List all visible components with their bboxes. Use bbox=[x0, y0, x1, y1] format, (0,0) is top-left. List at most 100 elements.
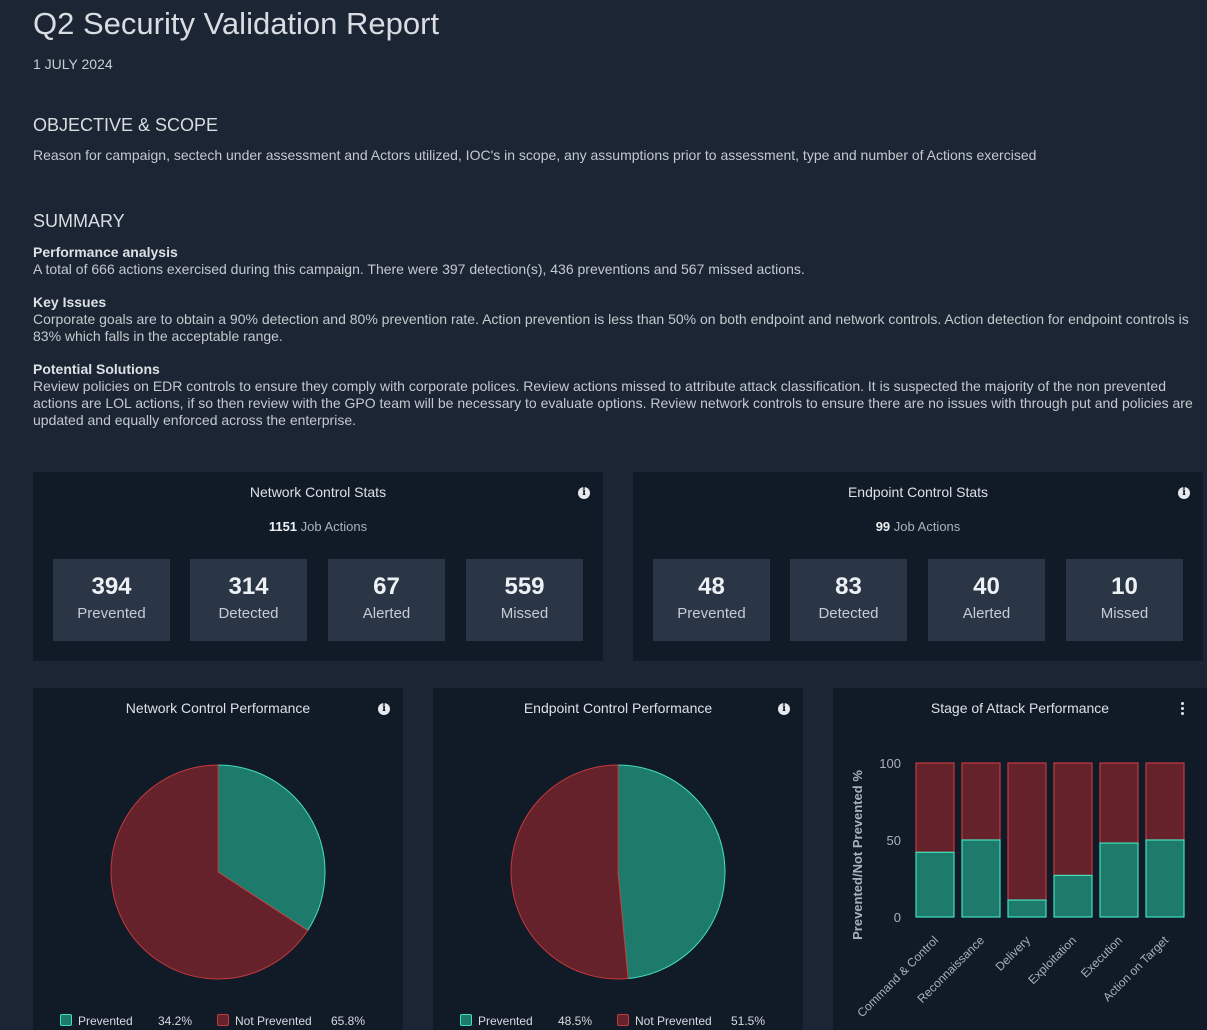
y-axis-label: Prevented/Not Prevented % bbox=[850, 770, 865, 940]
legend-label: Not Prevented bbox=[235, 1014, 312, 1028]
performance-analysis-title: Performance analysis bbox=[33, 244, 178, 260]
endpoint-job-count: 99 bbox=[875, 519, 891, 534]
stat-value: 394 bbox=[91, 573, 132, 600]
stat-value: 83 bbox=[835, 573, 862, 600]
endpoint-stat-alerted: 40 Alerted bbox=[928, 559, 1045, 641]
legend-item-not-prevented[interactable]: Not Prevented 51.5% bbox=[617, 1014, 765, 1028]
objective-heading: OBJECTIVE & SCOPE bbox=[33, 115, 219, 135]
legend-item-prevented[interactable]: Prevented 34.2% bbox=[60, 1014, 217, 1028]
bar-prevented[interactable] bbox=[1145, 839, 1185, 918]
stage-bar-chart: 0 50 100 Prevented/Not Prevented %Command &… bbox=[850, 756, 1185, 1020]
legend-pct: 51.5% bbox=[731, 1014, 766, 1028]
bar-prevented[interactable] bbox=[1099, 842, 1139, 918]
stat-label: Alerted bbox=[362, 605, 411, 622]
info-icon[interactable]: i bbox=[778, 703, 790, 715]
key-issues-title: Key Issues bbox=[33, 294, 107, 310]
summary-heading: SUMMARY bbox=[33, 211, 125, 231]
x-tick-label: Exploitation bbox=[1025, 933, 1079, 987]
objective-text: Reason for campaign, sectech under asses… bbox=[33, 147, 1037, 163]
bar-not-prevented[interactable] bbox=[1145, 762, 1185, 841]
potential-solutions-text: Review policies on EDR controls to ensur… bbox=[33, 378, 1193, 428]
y-tick-label: 0 bbox=[894, 910, 901, 925]
y-tick-label: 100 bbox=[879, 756, 901, 771]
legend-pct: 48.5% bbox=[558, 1014, 593, 1028]
info-icon[interactable]: i bbox=[378, 703, 390, 715]
network-pie-chart bbox=[110, 764, 326, 980]
bar-not-prevented[interactable] bbox=[961, 762, 1001, 841]
bar-prevented[interactable] bbox=[1053, 874, 1093, 918]
bar-prevented[interactable] bbox=[961, 839, 1001, 918]
performance-analysis: Performance analysis A total of 666 acti… bbox=[33, 244, 1193, 278]
bar-prevented[interactable] bbox=[915, 851, 955, 918]
endpoint-job-label: Job Actions bbox=[893, 519, 961, 534]
legend-swatch bbox=[60, 1014, 72, 1026]
stat-value: 48 bbox=[698, 573, 725, 600]
stat-value: 10 bbox=[1111, 573, 1138, 600]
endpoint-job-actions: 99 Job Actions bbox=[633, 519, 1203, 534]
network-pie-slice-not-prevented[interactable] bbox=[110, 764, 309, 980]
network-stat-missed: 559 Missed bbox=[466, 559, 583, 641]
network-perf-title: Network Control Performance bbox=[125, 700, 311, 716]
bar-not-prevented[interactable] bbox=[1053, 762, 1093, 877]
key-issues: Key Issues Corporate goals are to obtain… bbox=[33, 294, 1193, 345]
legend-swatch bbox=[617, 1014, 629, 1026]
info-icon[interactable]: i bbox=[1178, 487, 1190, 499]
info-icon[interactable]: i bbox=[578, 487, 590, 499]
report-title: Q2 Security Validation Report bbox=[33, 6, 440, 41]
stage-perf-panel: Stage of Attack Performance 0 50 100 Preven… bbox=[833, 688, 1207, 1030]
stat-value: 314 bbox=[228, 573, 269, 600]
legend-swatch bbox=[460, 1014, 472, 1026]
legend-item-prevented[interactable]: Prevented 48.5% bbox=[460, 1014, 617, 1028]
legend-swatch bbox=[217, 1014, 229, 1026]
kebab-menu-icon[interactable] bbox=[1181, 702, 1185, 716]
potential-solutions-title: Potential Solutions bbox=[33, 361, 160, 377]
bar-prevented[interactable] bbox=[1007, 899, 1047, 918]
endpoint-pie-chart bbox=[510, 764, 726, 980]
network-job-actions: 1151 Job Actions bbox=[33, 519, 603, 534]
bar-not-prevented[interactable] bbox=[915, 762, 955, 853]
endpoint-perf-title: Endpoint Control Performance bbox=[523, 700, 713, 716]
stat-value: 40 bbox=[973, 573, 1000, 600]
x-tick-label: Command & Control bbox=[854, 933, 941, 1020]
endpoint-pie-slice-not-prevented[interactable] bbox=[510, 764, 629, 980]
y-tick-label: 50 bbox=[887, 833, 901, 848]
stat-label: Missed bbox=[1100, 605, 1149, 622]
report-date: 1 JULY 2024 bbox=[33, 56, 113, 72]
stat-label: Detected bbox=[218, 605, 279, 622]
bar-not-prevented[interactable] bbox=[1007, 762, 1047, 901]
potential-solutions: Potential Solutions Review policies on E… bbox=[33, 361, 1193, 429]
legend-pct: 34.2% bbox=[158, 1014, 193, 1028]
network-stat-detected: 314 Detected bbox=[190, 559, 307, 641]
network-stats-title: Network Control Stats bbox=[249, 484, 387, 500]
stat-value: 67 bbox=[373, 573, 400, 600]
legend-label: Not Prevented bbox=[635, 1014, 712, 1028]
network-stat-alerted: 67 Alerted bbox=[328, 559, 445, 641]
performance-analysis-text: A total of 666 actions exercised during … bbox=[33, 261, 805, 277]
stat-label: Detected bbox=[818, 605, 879, 622]
stat-label: Missed bbox=[500, 605, 549, 622]
network-stat-prevented: 394 Prevented bbox=[53, 559, 170, 641]
endpoint-stats-panel: Endpoint Control Stats i 99 Job Actions … bbox=[633, 472, 1203, 661]
network-perf-legend: Prevented 34.2% Not Prevented 65.8% bbox=[60, 1014, 365, 1028]
x-tick-label: Execution bbox=[1078, 933, 1125, 980]
stat-label: Prevented bbox=[677, 605, 746, 622]
endpoint-pie-slice-prevented[interactable] bbox=[617, 764, 726, 980]
network-job-count: 1151 bbox=[268, 519, 298, 534]
endpoint-stat-detected: 83 Detected bbox=[790, 559, 907, 641]
endpoint-perf-panel: Endpoint Control Performance i Prevented… bbox=[433, 688, 803, 1030]
network-perf-panel: Network Control Performance i Prevented 3… bbox=[33, 688, 403, 1030]
endpoint-stats-title: Endpoint Control Stats bbox=[847, 484, 989, 500]
stat-label: Alerted bbox=[962, 605, 1011, 622]
bar-not-prevented[interactable] bbox=[1099, 762, 1139, 844]
legend-item-not-prevented[interactable]: Not Prevented 65.8% bbox=[217, 1014, 365, 1028]
endpoint-stat-missed: 10 Missed bbox=[1066, 559, 1183, 641]
stat-value: 559 bbox=[504, 573, 545, 600]
stage-perf-title: Stage of Attack Performance bbox=[930, 700, 1110, 716]
legend-label: Prevented bbox=[78, 1014, 133, 1028]
network-stats-panel: Network Control Stats i 1151 Job Actions… bbox=[33, 472, 603, 661]
legend-label: Prevented bbox=[478, 1014, 533, 1028]
endpoint-stat-prevented: 48 Prevented bbox=[653, 559, 770, 641]
legend-pct: 65.8% bbox=[331, 1014, 366, 1028]
key-issues-text: Corporate goals are to obtain a 90% dete… bbox=[33, 311, 1189, 344]
x-tick-label: Delivery bbox=[993, 933, 1034, 974]
